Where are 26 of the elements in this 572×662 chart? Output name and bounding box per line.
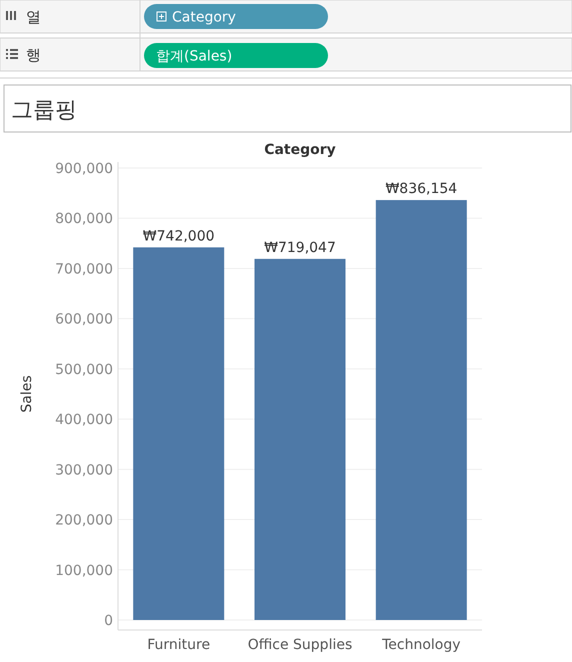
y-tick-label: 600,000: [55, 312, 113, 328]
bar: [376, 200, 467, 620]
y-tick-label: 200,000: [55, 512, 113, 529]
y-axis-title: Sales: [19, 375, 35, 413]
y-tick-label: 400,000: [55, 412, 113, 428]
y-tick-label: 700,000: [55, 261, 113, 278]
text: 합계(Sales): [156, 48, 232, 64]
text: 행: [26, 46, 41, 64]
y-tick-label: 500,000: [55, 362, 113, 378]
x-tick-label: Technology: [381, 637, 461, 653]
x-tick-label: Office Supplies: [248, 637, 352, 653]
x-tick-label: Furniture: [147, 637, 210, 653]
y-tick-label: 100,000: [55, 562, 113, 579]
y-tick-label: 0: [104, 613, 113, 629]
data-label: ₩836,154: [385, 181, 458, 198]
y-tick-label: 800,000: [55, 211, 113, 228]
y-tick-label: 300,000: [55, 462, 113, 478]
data-label: ₩742,000: [142, 228, 215, 244]
text: Category: [172, 10, 236, 26]
bar: [254, 258, 346, 620]
y-tick-label: 900,000: [55, 161, 113, 177]
data-label: ₩719,047: [264, 240, 336, 256]
chart-title: 그룹핑: [11, 98, 77, 123]
text: 열: [26, 8, 41, 26]
x-axis-title: Category: [264, 142, 336, 158]
bar: [133, 247, 224, 620]
